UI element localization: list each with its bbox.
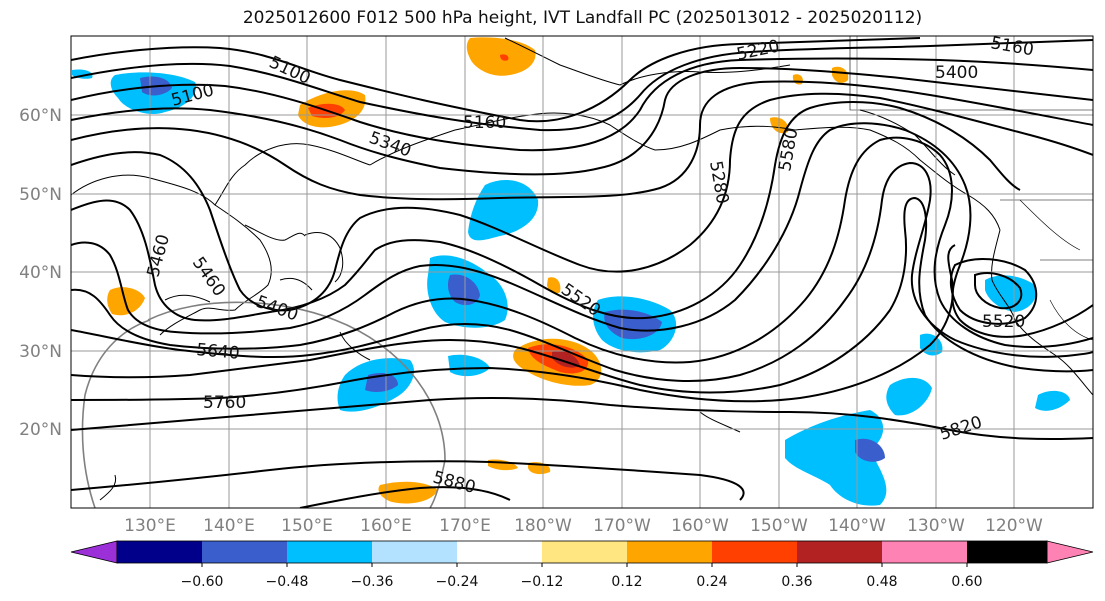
colorbar-segment xyxy=(202,541,287,563)
lon-label: 130°E xyxy=(124,516,176,536)
map-title: 2025012600 F012 500 hPa height, IVT Land… xyxy=(242,8,923,28)
lon-label: 140°W xyxy=(828,516,886,536)
lon-label: 170°E xyxy=(439,516,491,536)
lat-label: 40°N xyxy=(19,263,62,283)
colorbar-segment xyxy=(117,541,202,563)
lat-label: 30°N xyxy=(19,342,62,362)
lat-label: 50°N xyxy=(19,185,62,205)
latitude-axis: 60°N 50°N 40°N 30°N 20°N xyxy=(19,106,62,440)
colorbar-segment xyxy=(967,541,1047,563)
map-frame xyxy=(70,35,1094,509)
colorbar-segment xyxy=(797,541,882,563)
colorbar-tick-label: 0.60 xyxy=(951,574,982,590)
height-contours xyxy=(71,37,1093,508)
colorbar-tick-label: 0.36 xyxy=(781,574,812,590)
contour-label: 5640 xyxy=(196,340,241,364)
colorbar-segment xyxy=(287,541,372,563)
longitude-axis: 130°E 140°E 150°E 160°E 170°E 180°W 170°… xyxy=(124,516,1043,536)
colorbar-tick-label: −0.24 xyxy=(436,574,479,590)
lon-label: 140°E xyxy=(203,516,255,536)
lon-label: 120°W xyxy=(985,516,1043,536)
colorbar-tick-label: −0.12 xyxy=(521,574,564,590)
contour-label: 5400 xyxy=(935,63,978,83)
contour-label-group: 5100 5100 5160 5220 5160 5400 5340 5280 … xyxy=(144,33,1036,498)
colorbar-ticks xyxy=(201,563,968,567)
colorbar-extend-right xyxy=(1046,540,1094,564)
contour-label: 5520 xyxy=(982,312,1025,332)
colorbar-segment xyxy=(372,541,457,563)
colorbar: −0.60 −0.48 −0.36 −0.24 −0.12 0.12 0.24 … xyxy=(70,540,1094,590)
lon-label: 160°E xyxy=(360,516,412,536)
lon-label: 150°E xyxy=(281,516,333,536)
colorbar-frame xyxy=(116,540,1048,564)
colorbar-tick-label: 0.24 xyxy=(696,574,727,590)
lat-label: 20°N xyxy=(19,420,62,440)
colorbar-tick-label: 0.48 xyxy=(866,574,897,590)
lon-label: 170°W xyxy=(593,516,651,536)
ivt-negative-regions xyxy=(72,69,1070,506)
colorbar-extend-left xyxy=(70,540,118,564)
contour-label: 5160 xyxy=(463,113,506,133)
colorbar-segment xyxy=(542,541,627,563)
lon-label: 160°W xyxy=(671,516,729,536)
colorbar-segment xyxy=(712,541,797,563)
colorbar-tick-label: −0.48 xyxy=(266,574,309,590)
colorbar-tick-label: −0.36 xyxy=(351,574,394,590)
contour-label: 5760 xyxy=(203,393,246,413)
colorbar-segment xyxy=(627,541,712,563)
lon-label: 130°W xyxy=(907,516,965,536)
colorbar-tick-label: 0.12 xyxy=(611,574,642,590)
lon-label: 180°W xyxy=(514,516,572,536)
lon-label: 150°W xyxy=(750,516,808,536)
colorbar-tick-label: −0.60 xyxy=(181,574,224,590)
lat-label: 60°N xyxy=(19,106,62,126)
colorbar-segment xyxy=(882,541,967,563)
colorbar-segment xyxy=(457,541,542,563)
